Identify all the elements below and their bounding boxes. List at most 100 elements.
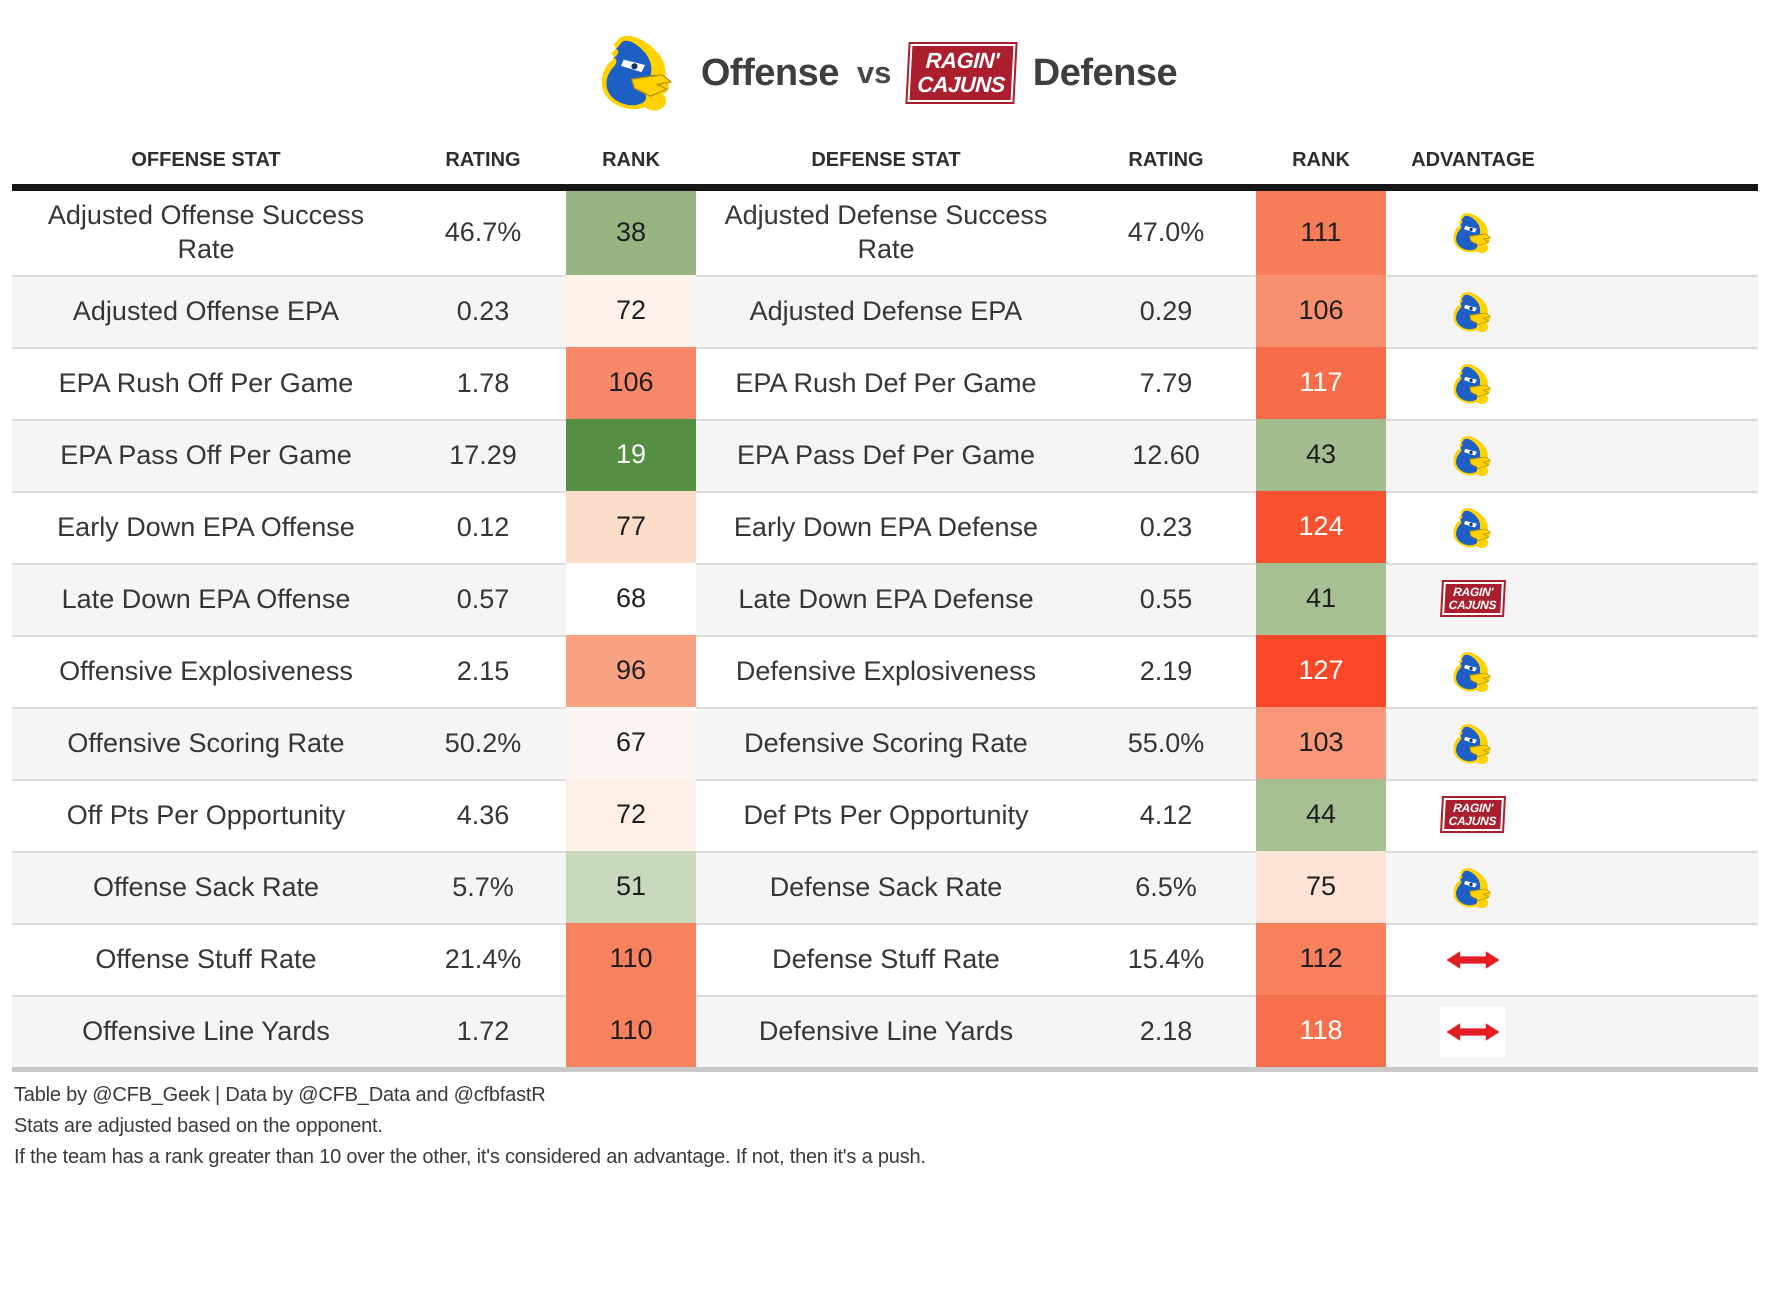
defense-stat-label: Defensive Explosiveness: [696, 635, 1076, 707]
spacer-cell: [1560, 995, 1758, 1072]
advantage-cell: [1386, 923, 1560, 995]
defense-rank-badge: 124: [1256, 491, 1386, 563]
offense-rank-badge: 68: [566, 563, 696, 635]
defense-rating-value: 7.79: [1076, 347, 1256, 419]
push-arrow-icon: [1440, 1006, 1506, 1058]
defense-stat-label: Late Down EPA Defense: [696, 563, 1076, 635]
offense-rating-value: 0.57: [400, 563, 566, 635]
advantage-cell: [1386, 347, 1560, 419]
header-row: OFFENSE STAT RATING RANK DEFENSE STAT RA…: [12, 136, 1758, 191]
offense-rating-value: 1.72: [400, 995, 566, 1072]
defense-stat-label: Defense Sack Rate: [696, 851, 1076, 923]
offense-rank-badge: 51: [566, 851, 696, 923]
offense-stat-label: Offensive Line Yards: [12, 995, 400, 1072]
cajuns-advantage-icon: RAGIN' CAJUNS: [1442, 582, 1504, 616]
advantage-cell: [1386, 707, 1560, 779]
defense-rating-value: 47.0%: [1127, 217, 1205, 248]
delaware-advantage-icon: [1453, 868, 1492, 909]
offense-stat-label: Offense Sack Rate: [12, 851, 400, 923]
defense-rating-value: 2.18: [1076, 995, 1256, 1072]
delaware-blue-hen-logo-icon: [601, 35, 672, 111]
defense-stat-label: Adjusted Defense EPA: [696, 275, 1076, 347]
advantage-cell: RAGIN' CAJUNS: [1386, 563, 1560, 635]
offense-stat-label: Adjusted Offense EPA: [12, 275, 400, 347]
offense-rank-badge: 77: [566, 491, 696, 563]
offense-stat-label: Offense Stuff Rate: [12, 923, 400, 995]
defense-stat-label: Defensive Line Yards: [696, 995, 1076, 1072]
offense-rating-value: 17.29: [400, 419, 566, 491]
offense-rating-value: 50.2%: [400, 707, 566, 779]
title-defense-label: Defense: [1032, 51, 1178, 94]
offense-rating-value: 0.23: [400, 275, 566, 347]
col-header-defense-rank: RANK: [1256, 136, 1386, 191]
advantage-cell: [1386, 275, 1560, 347]
spacer-cell: [1560, 491, 1758, 563]
defense-rank-badge: 103: [1256, 707, 1386, 779]
title-vs-label: vs: [856, 55, 892, 90]
table-row: EPA Rush Off Per Game 1.78 106 EPA Rush …: [12, 347, 1758, 419]
push-arrow-icon: [1440, 934, 1506, 986]
advantage-cell: [1386, 191, 1560, 275]
defense-rating-value: 0.55: [1076, 563, 1256, 635]
defense-rank-badge: 44: [1256, 779, 1386, 851]
defense-stat-label: EPA Rush Def Per Game: [696, 347, 1076, 419]
defense-rank-badge: 75: [1256, 851, 1386, 923]
spacer-cell: [1560, 191, 1758, 275]
defense-rating-value: 2.19: [1076, 635, 1256, 707]
spacer-cell: [1560, 275, 1758, 347]
offense-stat-label: Late Down EPA Offense: [12, 563, 400, 635]
title-offense-label: Offense: [700, 51, 839, 94]
advantage-cell: [1386, 851, 1560, 923]
defense-stat-label: Adjusted Defense Success Rate: [724, 200, 1048, 264]
spacer-cell: [1560, 923, 1758, 995]
offense-stat-label: EPA Pass Off Per Game: [12, 419, 400, 491]
defense-rank-badge: 112: [1256, 923, 1386, 995]
table-row: EPA Pass Off Per Game 17.29 19 EPA Pass …: [12, 419, 1758, 491]
col-header-defense-rating: RATING: [1076, 136, 1256, 191]
defense-stat-label: Early Down EPA Defense: [696, 491, 1076, 563]
offense-rank-badge: 19: [566, 419, 696, 491]
page-title: Offense vs RAGIN' CAJUNS Defense: [0, 0, 1770, 136]
offense-rating-value: 4.36: [400, 779, 566, 851]
offense-stat-label: Offensive Scoring Rate: [12, 707, 400, 779]
offense-rank-badge: 67: [566, 707, 696, 779]
spacer-cell: [1560, 779, 1758, 851]
offense-stat-label: Off Pts Per Opportunity: [12, 779, 400, 851]
table-row: Adjusted Offense Success Rate 46.7% 38 A…: [12, 191, 1758, 275]
table-row: Offensive Line Yards 1.72 110 Defensive …: [12, 995, 1758, 1072]
table-row: Early Down EPA Offense 0.12 77 Early Dow…: [12, 491, 1758, 563]
col-header-defense-stat: DEFENSE STAT: [696, 136, 1076, 191]
table-row: Off Pts Per Opportunity 4.36 72 Def Pts …: [12, 779, 1758, 851]
defense-rating-value: 12.60: [1076, 419, 1256, 491]
defense-rank-badge: 117: [1256, 347, 1386, 419]
stats-comparison-table: OFFENSE STAT RATING RANK DEFENSE STAT RA…: [12, 136, 1758, 1072]
footnotes: Table by @CFB_Geek | Data by @CFB_Data a…: [14, 1082, 1756, 1170]
spacer-cell: [1560, 635, 1758, 707]
defense-stat-label: Def Pts Per Opportunity: [696, 779, 1076, 851]
defense-rank-badge: 43: [1256, 419, 1386, 491]
defense-stat-label: Defense Stuff Rate: [696, 923, 1076, 995]
defense-rating-value: 6.5%: [1076, 851, 1256, 923]
offense-stat-label: Offensive Explosiveness: [12, 635, 400, 707]
table-row: Late Down EPA Offense 0.57 68 Late Down …: [12, 563, 1758, 635]
col-header-offense-stat: OFFENSE STAT: [12, 136, 400, 191]
offense-rating-value: 1.78: [400, 347, 566, 419]
col-header-offense-rating: RATING: [400, 136, 566, 191]
offense-stat-label: EPA Rush Off Per Game: [12, 347, 400, 419]
advantage-cell: [1386, 419, 1560, 491]
offense-rank-badge: 96: [566, 635, 696, 707]
defense-rank-badge: 111: [1256, 191, 1386, 275]
advantage-cell: [1386, 491, 1560, 563]
offense-rating-value: 46.7%: [444, 217, 522, 248]
offense-rating-value: 2.15: [400, 635, 566, 707]
delaware-advantage-icon: [1453, 364, 1492, 405]
spacer-cell: [1560, 851, 1758, 923]
spacer-cell: [1560, 347, 1758, 419]
advantage-cell: [1386, 995, 1560, 1072]
table-row: Offense Stuff Rate 21.4% 110 Defense Stu…: [12, 923, 1758, 995]
defense-rank-badge: 41: [1256, 563, 1386, 635]
defense-rating-value: 4.12: [1076, 779, 1256, 851]
spacer-cell: [1560, 563, 1758, 635]
offense-rating-value: 5.7%: [400, 851, 566, 923]
spacer-cell: [1560, 419, 1758, 491]
